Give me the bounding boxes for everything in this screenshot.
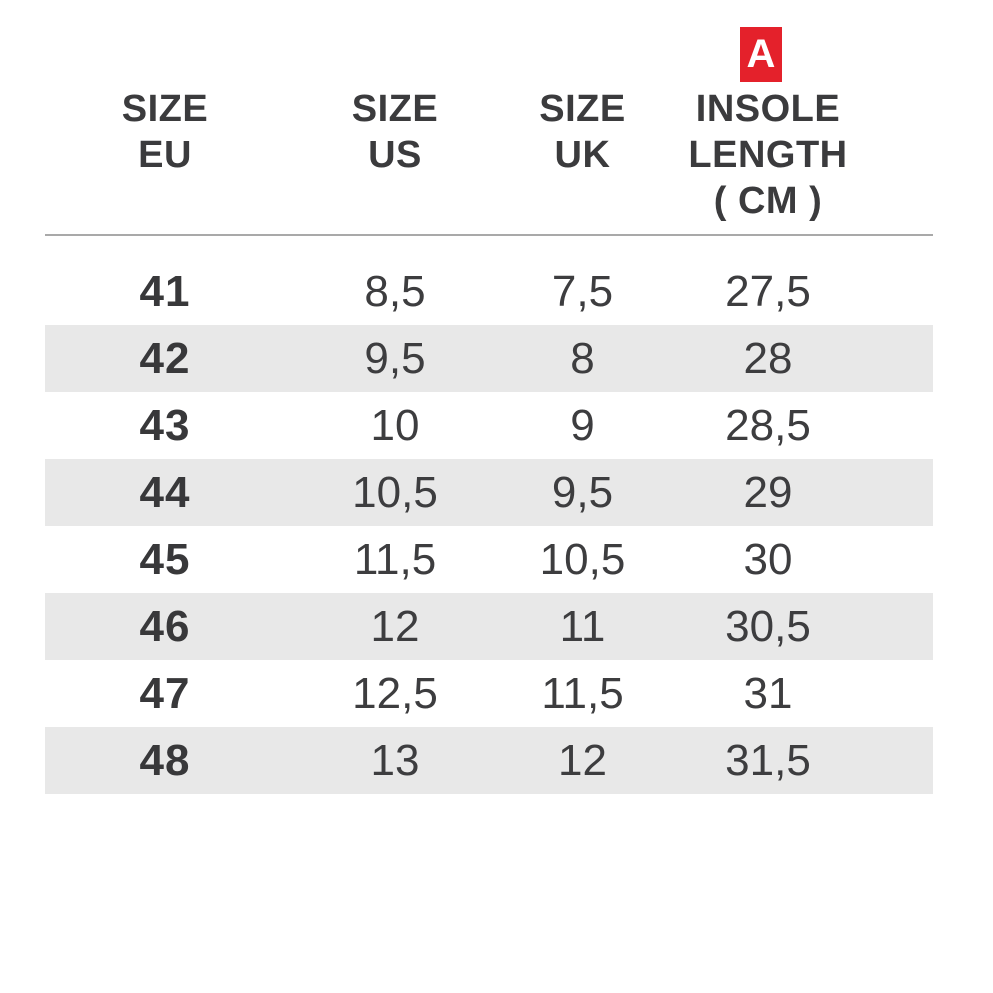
cell-insole-length: 29 bbox=[743, 467, 793, 517]
cell-insole-length: 31,5 bbox=[725, 735, 811, 785]
column-header-size-us: SIZE US bbox=[285, 86, 505, 224]
header-divider bbox=[45, 234, 933, 236]
cell-filler bbox=[876, 258, 933, 325]
cell-size-eu: 48 bbox=[139, 735, 191, 785]
cell-size-uk: 9,5 bbox=[551, 467, 614, 517]
insole-length-badge-a: A bbox=[740, 27, 782, 82]
cell-size-uk: 11 bbox=[559, 601, 606, 651]
table-header-row: SIZE EU SIZE US SIZE UK INSOLE LENGTH ( … bbox=[45, 86, 933, 224]
cell-size-us: 12 bbox=[370, 601, 420, 651]
cell-size-us: 9,5 bbox=[364, 333, 426, 383]
table-row: 48 13 12 31,5 bbox=[45, 727, 933, 794]
cell-size-us: 13 bbox=[370, 735, 420, 785]
cell-size-uk: 7,5 bbox=[551, 266, 614, 316]
header-label-line: SIZE bbox=[539, 88, 626, 130]
table-body: 41 8,5 7,5 27,5 42 9,5 8 28 43 10 9 28,5… bbox=[45, 258, 933, 794]
cell-size-eu: 45 bbox=[139, 534, 191, 584]
cell-filler bbox=[876, 660, 933, 727]
cell-size-eu: 43 bbox=[139, 400, 191, 450]
cell-size-eu: 47 bbox=[139, 668, 191, 718]
cell-insole-length: 31 bbox=[743, 668, 793, 718]
table-row: 46 12 11 30,5 bbox=[45, 593, 933, 660]
cell-insole-length: 28 bbox=[743, 333, 793, 383]
cell-filler bbox=[876, 727, 933, 794]
cell-insole-length: 28,5 bbox=[725, 400, 811, 450]
cell-size-eu: 46 bbox=[139, 601, 191, 651]
cell-size-eu: 41 bbox=[139, 266, 191, 316]
header-label-line: LENGTH bbox=[688, 134, 848, 176]
cell-size-us: 11,5 bbox=[353, 534, 437, 584]
column-header-size-eu: SIZE EU bbox=[45, 86, 285, 224]
cell-filler bbox=[876, 459, 933, 526]
header-label-line: EU bbox=[138, 134, 192, 176]
table-row: 44 10,5 9,5 29 bbox=[45, 459, 933, 526]
cell-size-us: 12,5 bbox=[352, 668, 438, 718]
header-label-line: SIZE bbox=[351, 88, 439, 130]
header-filler bbox=[876, 86, 933, 224]
header-label-line: US bbox=[368, 134, 422, 176]
header-label-line: ( CM ) bbox=[713, 180, 823, 222]
cell-insole-length: 27,5 bbox=[725, 266, 811, 316]
cell-size-uk: 11,5 bbox=[541, 668, 624, 718]
cell-filler bbox=[876, 593, 933, 660]
cell-insole-length: 30 bbox=[743, 534, 793, 584]
cell-size-us: 10 bbox=[370, 400, 420, 450]
column-header-size-uk: SIZE UK bbox=[505, 86, 660, 224]
cell-size-eu: 44 bbox=[139, 467, 191, 517]
table-row: 47 12,5 11,5 31 bbox=[45, 660, 933, 727]
cell-filler bbox=[876, 392, 933, 459]
header-label-line: SIZE bbox=[121, 88, 209, 130]
table-row: 42 9,5 8 28 bbox=[45, 325, 933, 392]
cell-size-uk: 12 bbox=[558, 735, 607, 785]
column-header-insole-length: INSOLE LENGTH ( CM ) bbox=[660, 86, 876, 224]
cell-size-uk: 8 bbox=[570, 333, 595, 383]
table-row: 45 11,5 10,5 30 bbox=[45, 526, 933, 593]
cell-size-eu: 42 bbox=[139, 333, 191, 383]
cell-size-us: 10,5 bbox=[352, 467, 438, 517]
cell-filler bbox=[876, 526, 933, 593]
cell-size-us: 8,5 bbox=[364, 266, 426, 316]
header-label-line: INSOLE bbox=[695, 88, 841, 130]
cell-filler bbox=[876, 325, 933, 392]
header-label-line: UK bbox=[554, 134, 611, 176]
cell-size-uk: 9 bbox=[570, 400, 595, 450]
cell-insole-length: 30,5 bbox=[725, 601, 811, 651]
table-row: 41 8,5 7,5 27,5 bbox=[45, 258, 933, 325]
table-row: 43 10 9 28,5 bbox=[45, 392, 933, 459]
cell-size-uk: 10,5 bbox=[539, 534, 626, 584]
